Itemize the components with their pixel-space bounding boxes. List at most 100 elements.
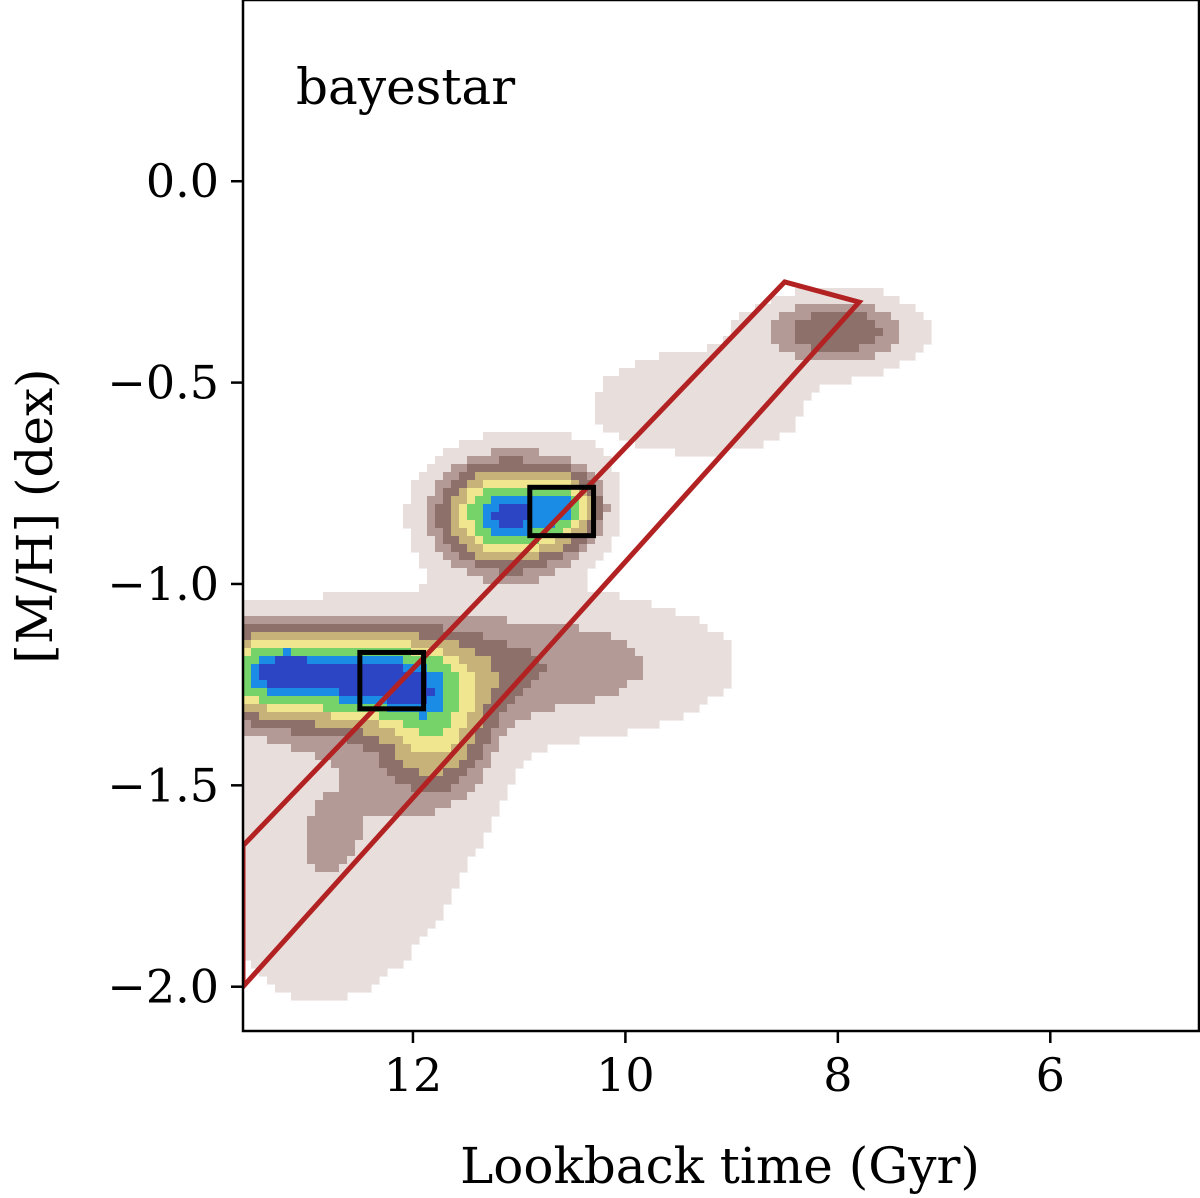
density-cell bbox=[331, 704, 340, 713]
density-cell bbox=[899, 320, 908, 329]
density-cell bbox=[571, 624, 580, 633]
density-cell bbox=[419, 800, 428, 809]
y-tick-label: −1.5 bbox=[107, 758, 219, 812]
density-cell bbox=[835, 352, 844, 361]
density-cell bbox=[619, 656, 628, 665]
density-cell bbox=[363, 960, 372, 969]
density-cell bbox=[539, 608, 548, 617]
density-cell bbox=[299, 768, 308, 777]
density-cell bbox=[667, 608, 676, 617]
density-cell bbox=[411, 752, 420, 761]
density-cell bbox=[603, 672, 612, 681]
density-cell bbox=[347, 720, 356, 729]
density-cell bbox=[251, 736, 260, 745]
density-cell bbox=[331, 968, 340, 977]
density-cell bbox=[683, 384, 692, 393]
density-cell bbox=[275, 792, 284, 801]
density-cell bbox=[467, 824, 476, 833]
density-cell bbox=[323, 984, 332, 993]
density-cell bbox=[387, 656, 396, 665]
density-cell bbox=[523, 440, 532, 449]
density-cell bbox=[579, 688, 588, 697]
density-cell bbox=[499, 616, 508, 625]
density-cell bbox=[851, 368, 860, 377]
density-cell bbox=[531, 528, 540, 537]
density-cell bbox=[499, 592, 508, 601]
density-cell bbox=[547, 624, 556, 633]
density-cell bbox=[251, 776, 260, 785]
density-cell bbox=[355, 960, 364, 969]
density-cell bbox=[875, 344, 884, 353]
density-cell bbox=[499, 728, 508, 737]
density-cell bbox=[355, 752, 364, 761]
density-cell bbox=[299, 616, 308, 625]
density-cell bbox=[507, 600, 516, 609]
density-cell bbox=[699, 672, 708, 681]
density-cell bbox=[307, 832, 316, 841]
density-cell bbox=[435, 704, 444, 713]
density-cell bbox=[659, 688, 668, 697]
density-cell bbox=[595, 640, 604, 649]
density-cell bbox=[611, 488, 620, 497]
density-cell bbox=[779, 400, 788, 409]
density-cell bbox=[371, 744, 380, 753]
density-cell bbox=[483, 640, 492, 649]
density-cell bbox=[715, 368, 724, 377]
density-cell bbox=[299, 672, 308, 681]
density-cell bbox=[395, 792, 404, 801]
density-cell bbox=[763, 368, 772, 377]
density-cell bbox=[355, 728, 364, 737]
density-cell bbox=[771, 384, 780, 393]
density-cell bbox=[315, 640, 324, 649]
density-cell bbox=[315, 680, 324, 689]
density-cell bbox=[555, 504, 564, 513]
density-cell bbox=[267, 728, 276, 737]
density-cell bbox=[467, 624, 476, 633]
density-cell bbox=[363, 944, 372, 953]
density-cell bbox=[283, 680, 292, 689]
density-cell bbox=[323, 608, 332, 617]
density-cell bbox=[811, 312, 820, 321]
density-cell bbox=[747, 424, 756, 433]
density-cell bbox=[483, 448, 492, 457]
density-cell bbox=[499, 752, 508, 761]
density-cell bbox=[515, 712, 524, 721]
density-cell bbox=[395, 800, 404, 809]
density-cell bbox=[587, 720, 596, 729]
x-axis-label: Lookback time (Gyr) bbox=[460, 1137, 980, 1195]
density-cell bbox=[451, 696, 460, 705]
density-cell bbox=[451, 664, 460, 673]
density-cell bbox=[259, 656, 268, 665]
density-cell bbox=[595, 520, 604, 529]
density-cell bbox=[651, 688, 660, 697]
density-cell bbox=[427, 864, 436, 873]
density-cell bbox=[379, 752, 388, 761]
density-cell bbox=[307, 944, 316, 953]
density-cell bbox=[627, 376, 636, 385]
density-cell bbox=[459, 848, 468, 857]
density-cell bbox=[395, 608, 404, 617]
density-cell bbox=[283, 928, 292, 937]
density-cell bbox=[699, 368, 708, 377]
density-cell bbox=[323, 688, 332, 697]
density-cell bbox=[571, 600, 580, 609]
density-cell bbox=[307, 880, 316, 889]
density-cell bbox=[275, 752, 284, 761]
density-cell bbox=[435, 600, 444, 609]
density-cell bbox=[491, 656, 500, 665]
density-cell bbox=[411, 592, 420, 601]
density-cell bbox=[515, 680, 524, 689]
density-cell bbox=[267, 624, 276, 633]
density-cell bbox=[443, 872, 452, 881]
density-cell bbox=[243, 728, 252, 737]
density-cell bbox=[387, 784, 396, 793]
density-cell bbox=[411, 720, 420, 729]
density-cell bbox=[451, 808, 460, 817]
density-cell bbox=[907, 320, 916, 329]
density-cell bbox=[603, 720, 612, 729]
density-cell bbox=[299, 976, 308, 985]
density-cell bbox=[819, 328, 828, 337]
density-cell bbox=[451, 520, 460, 529]
density-cell bbox=[779, 368, 788, 377]
density-cell bbox=[475, 632, 484, 641]
